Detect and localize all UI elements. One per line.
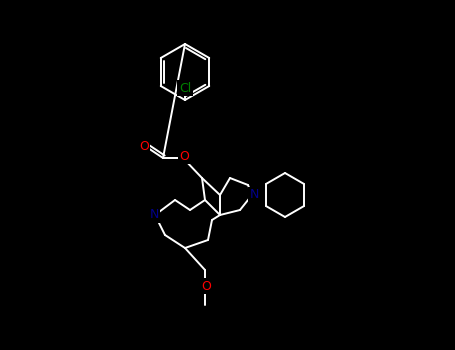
Text: N: N — [149, 209, 159, 222]
Text: O: O — [201, 280, 211, 293]
Text: Cl: Cl — [179, 82, 191, 95]
Text: N: N — [249, 189, 259, 202]
Text: O: O — [179, 149, 189, 162]
Text: O: O — [139, 140, 149, 153]
